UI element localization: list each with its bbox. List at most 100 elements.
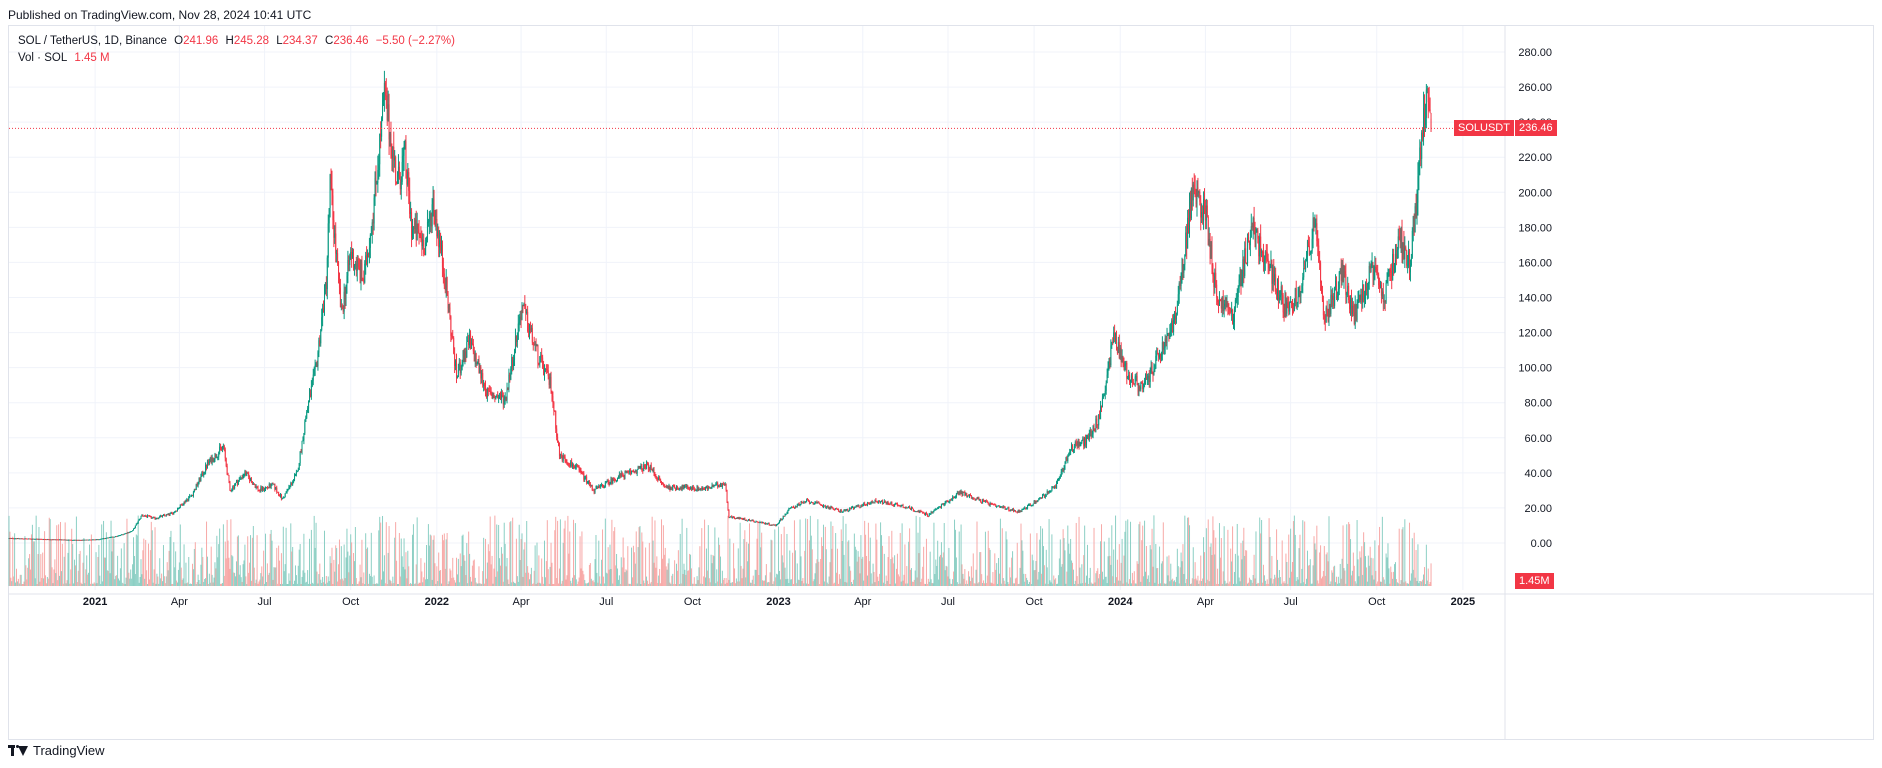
volume-bar <box>499 565 501 586</box>
candle-body <box>402 155 404 163</box>
volume-bar <box>1027 580 1029 586</box>
volume-bar <box>1398 528 1400 586</box>
candle-body <box>306 411 308 419</box>
volume-bar <box>490 564 492 586</box>
candle-body <box>1423 108 1425 139</box>
volume-bar <box>973 583 975 586</box>
volume-bar <box>25 565 27 586</box>
volume-bar <box>677 550 679 586</box>
candle-body <box>890 502 892 505</box>
volume-bar <box>1405 581 1407 586</box>
volume-label[interactable]: Vol · SOL <box>18 52 68 64</box>
candle-body <box>742 518 744 520</box>
candle-body <box>1013 510 1015 512</box>
candle-body <box>169 513 171 515</box>
candle-body <box>234 485 236 489</box>
volume-bar <box>1374 540 1376 586</box>
candle-body <box>1079 443 1081 447</box>
volume-bar <box>610 568 612 586</box>
candle-body <box>1145 377 1147 380</box>
volume-bar <box>820 558 822 586</box>
volume-bar <box>801 580 803 586</box>
volume-bar <box>1074 580 1076 586</box>
candle-body <box>819 503 821 505</box>
volume-bar <box>755 569 757 586</box>
candle-body <box>828 506 830 509</box>
volume-bar <box>822 546 824 586</box>
volume-bar <box>1198 583 1200 586</box>
candle-body <box>841 511 843 513</box>
candle-body <box>868 503 870 505</box>
volume-bar <box>683 563 685 586</box>
candle-body <box>106 537 108 539</box>
last-volume-label: 1.45M <box>1515 573 1554 589</box>
volume-bar <box>1311 583 1313 586</box>
volume-bar <box>524 542 526 586</box>
volume-bar <box>513 581 515 586</box>
candle-body <box>250 478 252 481</box>
volume-bar <box>935 559 937 586</box>
candle-body <box>490 391 492 394</box>
candle-body <box>221 447 223 449</box>
symbol-info[interactable]: SOL / TetherUS, 1D, Binance <box>18 35 167 47</box>
candle-body <box>623 476 625 478</box>
volume-bar <box>1381 516 1383 586</box>
candle-body <box>517 323 519 340</box>
volume-bar <box>1258 583 1260 586</box>
candle-body <box>1409 251 1411 273</box>
volume-bar <box>1051 534 1053 586</box>
candle-body <box>455 360 457 367</box>
candle-body <box>20 538 22 540</box>
candle-body <box>939 506 941 508</box>
volume-bar <box>1152 566 1154 586</box>
candle-body <box>1314 226 1316 228</box>
volume-bar <box>937 540 939 586</box>
volume-bar <box>1306 550 1308 586</box>
candle-body <box>1172 320 1174 332</box>
volume-bar <box>688 570 690 586</box>
volume-bar <box>1029 533 1031 586</box>
volume-bar <box>897 574 899 586</box>
candle-body <box>939 506 941 508</box>
candle-body <box>601 484 603 486</box>
candle-body <box>1053 487 1055 489</box>
candle-body <box>1404 247 1406 260</box>
volume-bar <box>684 569 686 586</box>
candle-body <box>174 511 176 513</box>
candle-body <box>801 502 803 504</box>
volume-bar <box>597 582 599 586</box>
candle-body <box>988 504 990 506</box>
candle-body <box>1215 272 1217 285</box>
footer-brand[interactable]: TradingView <box>8 743 105 758</box>
candle-body <box>839 510 841 512</box>
volume-bar <box>641 532 643 586</box>
candle-body <box>564 456 566 462</box>
volume-bar <box>1297 579 1299 586</box>
candle-body <box>950 499 952 501</box>
volume-bar <box>798 580 800 586</box>
volume-bar <box>455 557 457 586</box>
volume-bar <box>36 583 38 586</box>
candle-body <box>953 496 955 498</box>
volume-bar <box>419 582 421 586</box>
candle-body <box>429 213 431 221</box>
candle-body <box>1410 257 1412 266</box>
candle-body <box>1236 297 1238 300</box>
volume-bar <box>436 566 438 586</box>
candle-body <box>298 463 300 470</box>
volume-bar <box>1262 564 1264 586</box>
volume-bar <box>1140 581 1142 586</box>
volume-bar <box>388 526 390 586</box>
candle-body <box>922 512 924 514</box>
volume-bar <box>1364 542 1366 586</box>
volume-bar <box>323 530 325 586</box>
candle-body <box>260 487 262 491</box>
candle-body <box>697 485 699 490</box>
volume-bar <box>1356 520 1358 586</box>
candle-body <box>142 514 144 516</box>
candle-body <box>1204 205 1206 221</box>
volume-bar <box>1391 572 1393 586</box>
volume-bar <box>884 583 886 586</box>
candle-body <box>1087 436 1089 439</box>
